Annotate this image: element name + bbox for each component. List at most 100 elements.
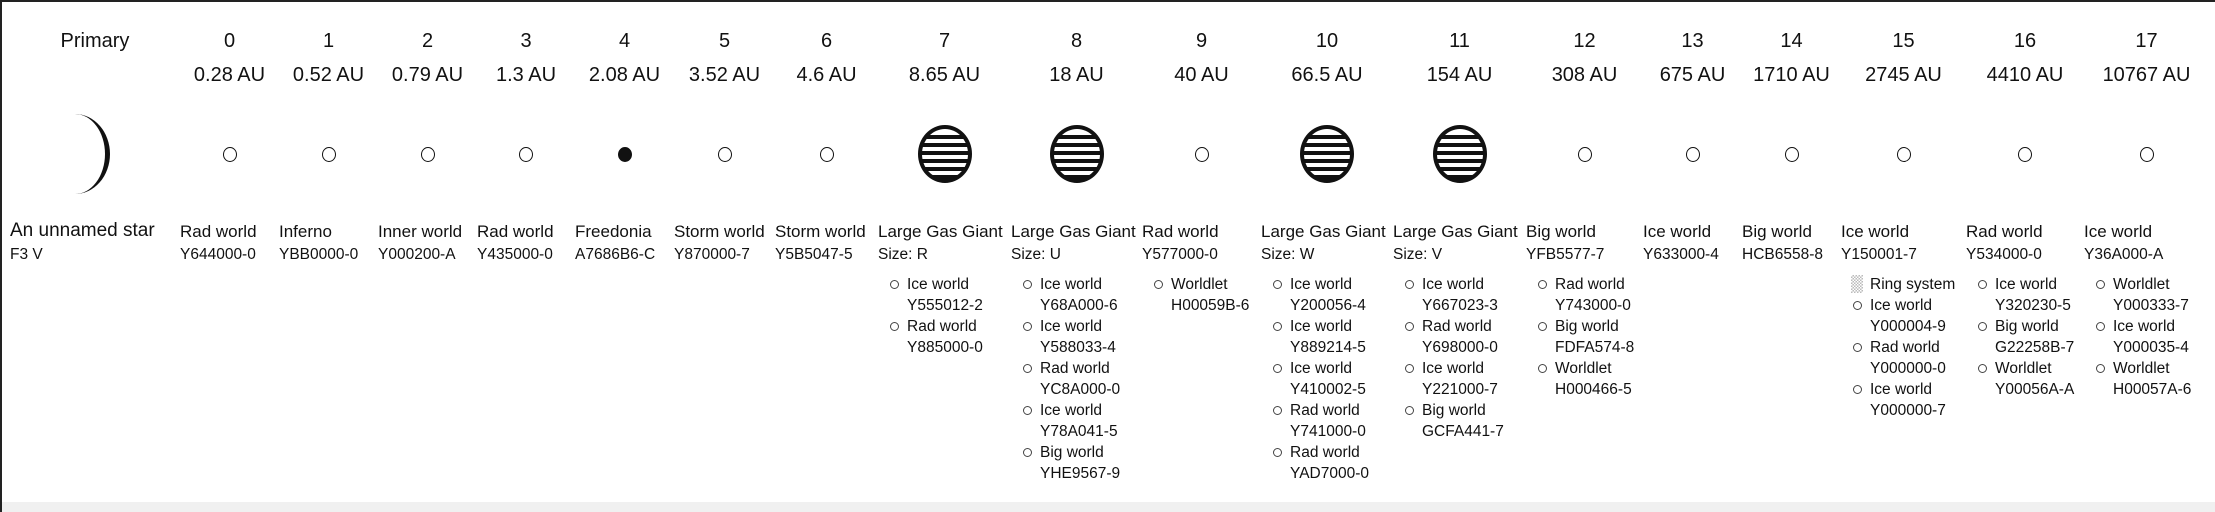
orbit-number: 16 (2013, 30, 2037, 52)
satellite-item: Rad world Y743000-0 (1538, 274, 1643, 316)
world-icon[interactable] (717, 146, 732, 162)
satellite-upp: YHE9567-9 (1040, 465, 1121, 482)
satellite-upp: G22258B-7 (1995, 339, 2075, 356)
satellite-upp: YAD7000-0 (1290, 465, 1369, 482)
satellite-upp: Y741000-0 (1290, 423, 1366, 440)
world-icon[interactable] (1784, 146, 1799, 162)
orbit-distance: 3.52 AU (688, 64, 761, 86)
moon-icon (1405, 364, 1414, 373)
moon-icon (1405, 322, 1414, 331)
moon-icon (1273, 448, 1282, 457)
orbit-number: 0 (223, 30, 236, 52)
orbit-number: 13 (1681, 30, 1704, 52)
horizontal-scrollbar[interactable] (2, 502, 2215, 512)
world-icon[interactable] (519, 146, 533, 162)
body-icon-cell (1261, 104, 1393, 209)
world-icon[interactable] (819, 146, 834, 162)
body-icon-cell (1841, 104, 1966, 209)
satellite-upp: Y000035-4 (2113, 339, 2189, 356)
moon-icon (1853, 301, 1862, 310)
moon-icon (2096, 364, 2105, 373)
primary-header: Primary (60, 30, 130, 52)
body-detail: YBB0000-0 (279, 246, 359, 263)
world-icon[interactable] (1194, 146, 1209, 162)
moon-icon (890, 322, 899, 331)
orbit-number-row: Primary 0 1 2 3 4 5 6 7 8 9 10 11 12 13 14 15 16 17 (10, 30, 2209, 64)
gas-giant-icon[interactable] (917, 125, 972, 183)
moon-icon (2096, 322, 2105, 331)
satellite-cell: Worldlet H00059B-6 (1142, 274, 1261, 484)
body-detail: Y36A000-A (2084, 246, 2164, 263)
satellite-type: Worldlet (2113, 276, 2170, 293)
orbit-distance: 8.65 AU (908, 64, 981, 86)
world-icon[interactable] (1577, 146, 1592, 162)
body-detail: Size: W (1261, 246, 1315, 263)
satellite-type: Worldlet (2113, 360, 2170, 377)
orbit-distance-row: 0.28 AU 0.52 AU 0.79 AU 1.3 AU 2.08 AU 3.52 A… (10, 64, 2209, 104)
satellite-type: Rad world (1555, 276, 1625, 293)
body-icon-cell (2084, 104, 2209, 209)
satellite-list: Ice world Y68A000-6 Ice world Y588033-4 Rad … (1011, 274, 1142, 484)
mainworld-icon[interactable] (617, 146, 632, 162)
orbit-number: 17 (2135, 30, 2158, 52)
satellite-upp: Y00056A-A (1995, 381, 2075, 398)
world-icon[interactable] (2018, 146, 2032, 162)
orbit-distance: 2745 AU (1865, 64, 1942, 86)
body-icon-cell (1526, 104, 1643, 209)
world-icon[interactable] (222, 146, 237, 162)
satellite-list: Ice world Y320230-5 Big world G22258B-7 Worl… (1966, 274, 2084, 400)
body-detail: Y644000-0 (180, 246, 256, 263)
body-name-row: An unnamed star Rad world Inferno Inner wor… (10, 209, 2209, 246)
moon-icon (1853, 385, 1862, 394)
satellite-upp: Y000333-7 (2113, 297, 2189, 314)
satellite-type: Ice world (1422, 360, 1485, 377)
moon-icon (1273, 280, 1282, 289)
satellite-type: Ice world (1995, 276, 2058, 293)
world-icon[interactable] (1685, 146, 1700, 162)
satellite-cell (1643, 274, 1742, 484)
satellite-item: Ice world Y555012-2 (890, 274, 1011, 316)
satellite-cell: Ice world Y320230-5 Big world G22258B-7 Worl… (1966, 274, 2084, 484)
satellite-cell (180, 274, 279, 484)
world-icon[interactable] (1896, 146, 1911, 162)
satellite-type: Ice world (1870, 297, 1933, 314)
satellite-cell (378, 274, 477, 484)
satellite-type: Ice world (907, 276, 970, 293)
moon-icon (890, 280, 899, 289)
body-name: Rad world (477, 222, 554, 241)
satellite-type: Ice world (1040, 402, 1103, 419)
body-detail: Y5B5047-5 (775, 246, 853, 263)
gas-giant-icon[interactable] (1049, 125, 1104, 183)
satellite-cell (575, 274, 674, 484)
satellite-type: Worldlet (1171, 276, 1228, 293)
body-name: Rad world (180, 222, 257, 241)
gas-giant-icon[interactable] (1300, 125, 1354, 183)
satellite-upp: Y885000-0 (907, 339, 983, 356)
satellite-type: Ice world (1422, 276, 1485, 293)
body-detail: Y633000-4 (1643, 246, 1719, 263)
body-icon-cell (1966, 104, 2084, 209)
satellite-item: Rad world Y885000-0 (890, 316, 1011, 358)
satellite-list: Ice world Y667023-3 Rad world Y698000-0 Ice … (1393, 274, 1526, 442)
gas-giant-icon[interactable] (1432, 125, 1487, 183)
satellite-item: Ice world Y889214-5 (1273, 316, 1393, 358)
world-icon[interactable] (321, 146, 336, 162)
body-detail: Y577000-0 (1142, 246, 1218, 263)
satellite-type: Big world (1422, 402, 1486, 419)
moon-icon (1023, 322, 1032, 331)
world-icon[interactable] (420, 146, 435, 162)
satellite-type: Worldlet (1555, 360, 1612, 377)
body-detail: Y150001-7 (1841, 246, 1917, 263)
satellite-list: Ice world Y555012-2 Rad world Y885000-0 (878, 274, 1011, 358)
satellite-upp: Y000000-7 (1870, 402, 1946, 419)
satellite-type: Worldlet (1995, 360, 2052, 377)
satellite-upp: Y000004-9 (1870, 318, 1946, 335)
orbit-number: 4 (618, 30, 631, 52)
satellite-item: Big world G22258B-7 (1978, 316, 2084, 358)
satellite-item: Big world FDFA574-8 (1538, 316, 1643, 358)
world-icon[interactable] (2139, 146, 2154, 162)
satellite-item: Ice world Y000035-4 (2096, 316, 2209, 358)
satellite-list: Worldlet Y000333-7 Ice world Y000035-4 World… (2084, 274, 2209, 400)
moon-icon (1023, 364, 1032, 373)
moon-icon (1273, 322, 1282, 331)
